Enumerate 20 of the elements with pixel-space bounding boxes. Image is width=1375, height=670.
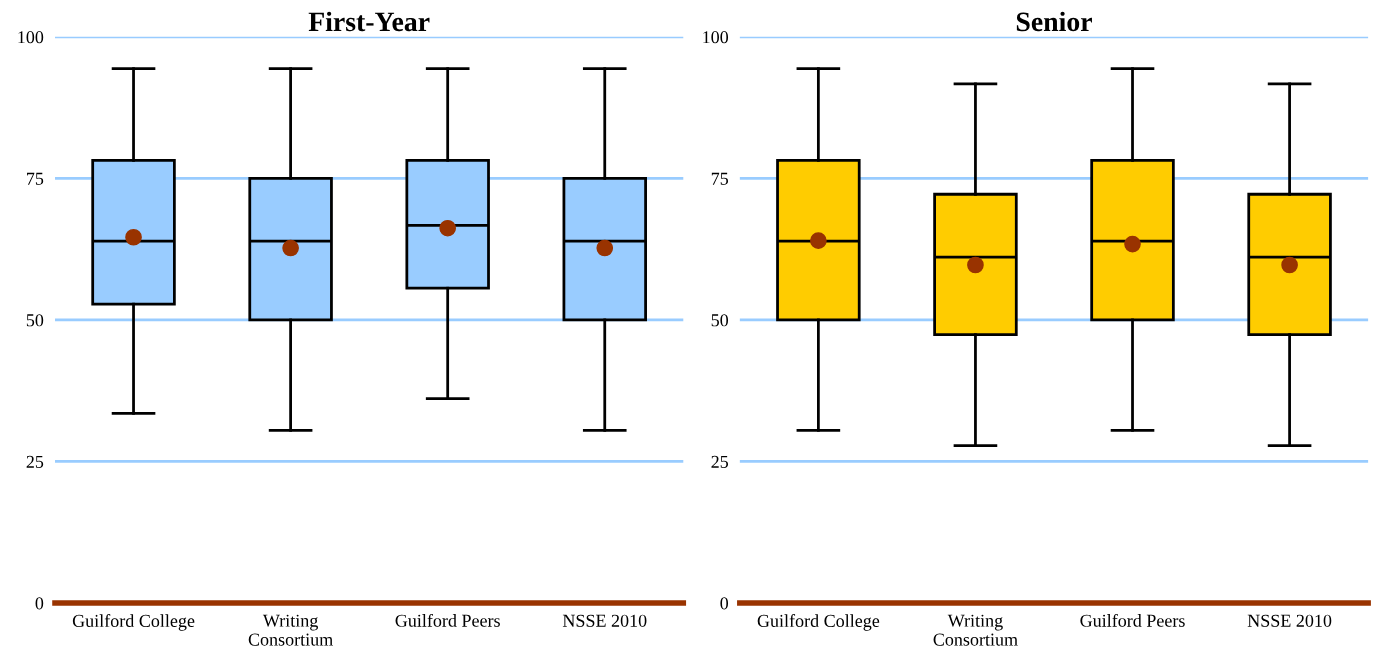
- y-tick-label: 25: [711, 455, 729, 468]
- x-tick-label: Writing Consortium: [248, 614, 333, 646]
- chart-title: Senior: [1016, 11, 1092, 32]
- x-tick-label: Guilford College: [72, 614, 195, 631]
- chart-title: First-Year: [308, 11, 430, 32]
- y-tick-label: 75: [27, 172, 44, 185]
- x-tick-label: NSSE 2010: [1247, 614, 1332, 627]
- y-tick-label: 100: [18, 31, 44, 44]
- y-tick-label: 50: [26, 314, 44, 327]
- x-tick-label: Guilford College: [757, 614, 880, 631]
- y-tick-label: 25: [26, 455, 44, 468]
- x-tick-label: Writing Consortium: [933, 614, 1018, 646]
- y-tick-label: 75: [711, 172, 729, 185]
- y-tick-label: 100: [703, 31, 729, 44]
- x-tick-label: Guilford Peers: [1080, 613, 1185, 627]
- y-tick-label: 0: [35, 597, 44, 610]
- x-tick-label: NSSE 2010: [562, 614, 647, 627]
- y-tick-label: 0: [720, 597, 729, 610]
- y-tick-label: 50: [711, 314, 729, 327]
- x-tick-label: Guilford Peers: [395, 613, 500, 627]
